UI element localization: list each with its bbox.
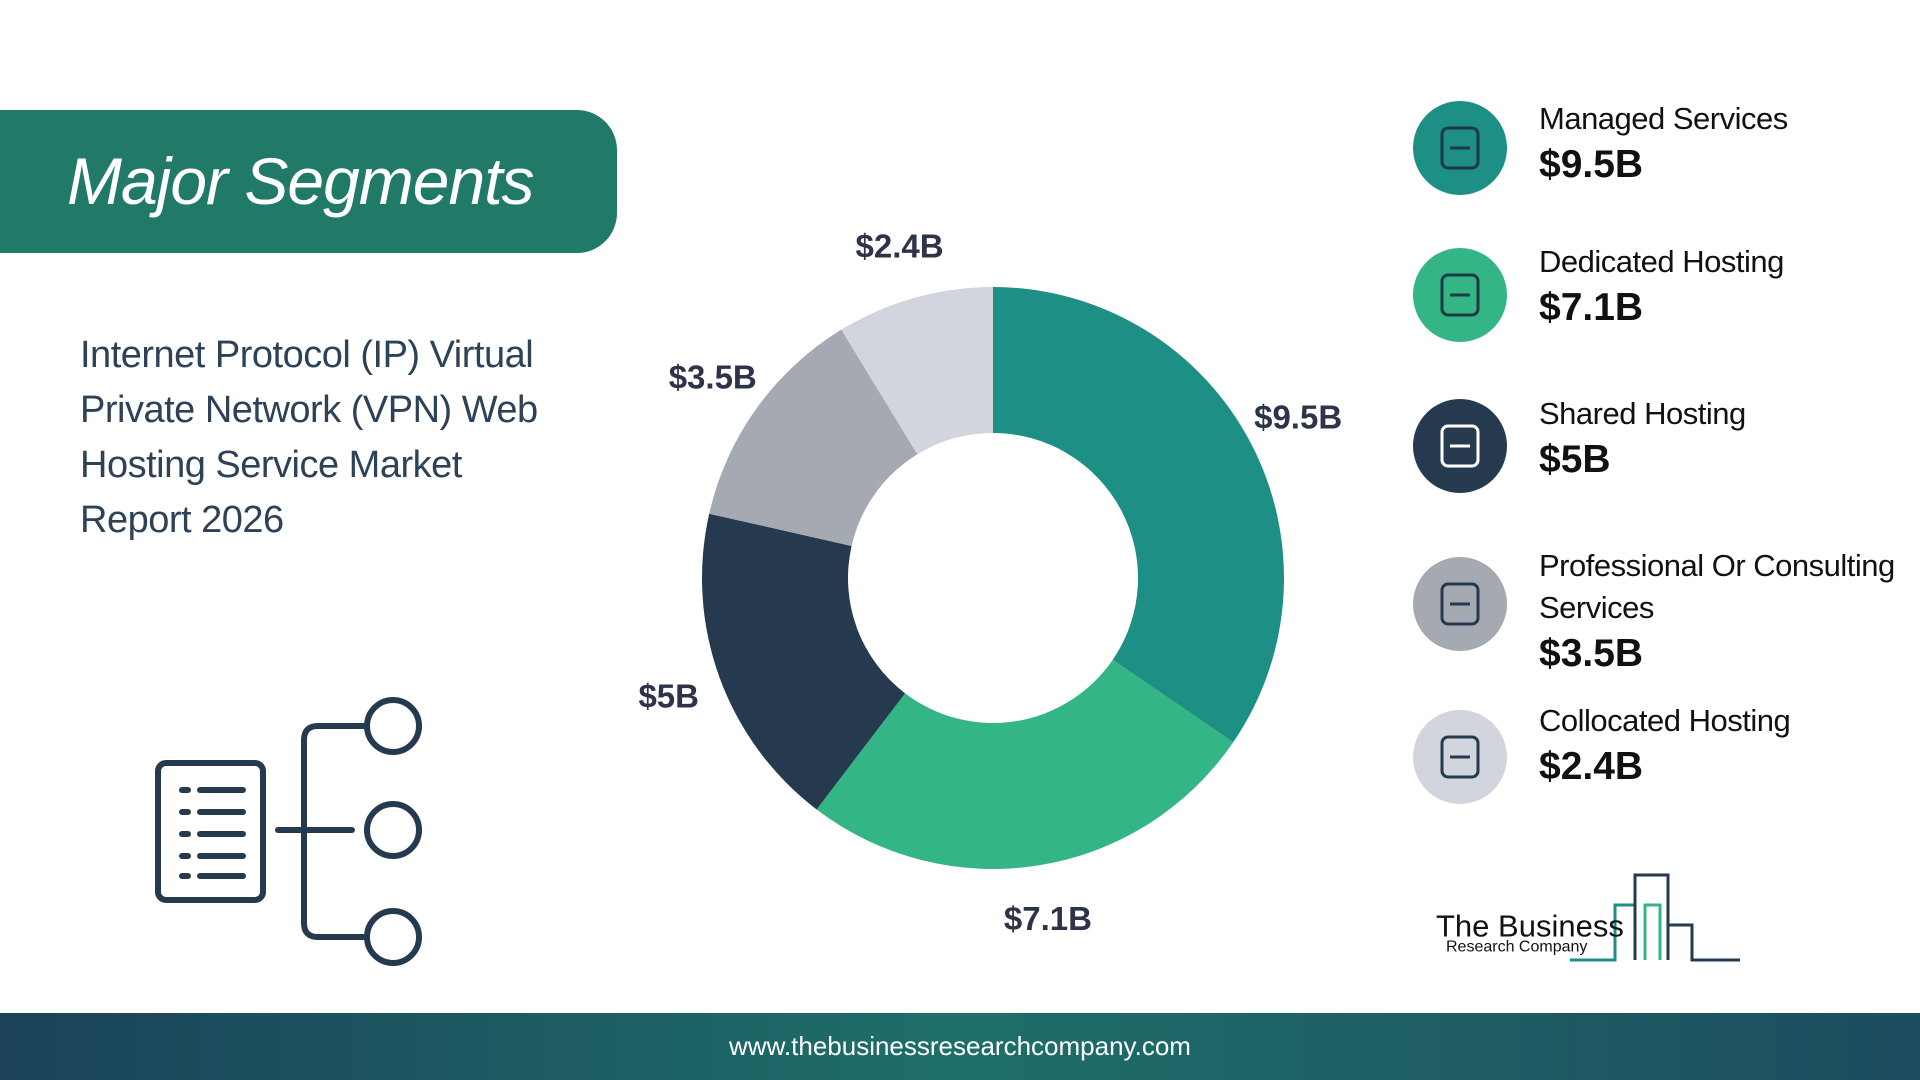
- legend-name: Collocated Hosting: [1539, 703, 1791, 738]
- legend-value: $5B: [1539, 438, 1611, 481]
- legend-icon: [1413, 710, 1507, 804]
- legend-icon: [1413, 399, 1507, 493]
- legend-item: Shared Hosting $5B: [1539, 393, 1914, 485]
- slice-label: $9.5B: [1254, 398, 1342, 435]
- legend-item: Collocated Hosting $2.4B: [1539, 700, 1914, 792]
- legend-value: $2.4B: [1539, 745, 1644, 788]
- legend-icon: [1413, 557, 1507, 651]
- footer: www.thebusinessresearchcompany.com: [0, 1013, 1920, 1080]
- slice-label: $3.5B: [669, 358, 757, 395]
- legend-value: $3.5B: [1539, 632, 1644, 675]
- donut-slice: [816, 659, 1234, 869]
- slice-label: $2.4B: [856, 227, 944, 264]
- title: Major Segments: [67, 144, 535, 218]
- legend-item: Dedicated Hosting $7.1B: [1539, 241, 1914, 333]
- legend-item: Professional Or Consulting Services $3.5B: [1539, 545, 1914, 679]
- legend-icon: [1413, 101, 1507, 195]
- title-banner: Major Segments: [0, 110, 617, 253]
- logo: The Business Research Company: [1436, 873, 1740, 962]
- donut-slice: [841, 287, 993, 455]
- logo-name: The Business: [1436, 909, 1624, 944]
- donut-slice: [709, 329, 918, 546]
- slice-label: $5B: [638, 677, 699, 714]
- icon-glyph: [1440, 273, 1480, 317]
- logo-tagline: Research Company: [1446, 939, 1587, 956]
- subtitle: Internet Protocol (IP) Virtual Private N…: [80, 334, 538, 541]
- slice-label: $7.1B: [1004, 900, 1092, 937]
- legend-name: Dedicated Hosting: [1539, 244, 1784, 279]
- footer-url: www.thebusinessresearchcompany.com: [729, 1031, 1191, 1061]
- chart: The Business Research Company $9.5B $7.1B…: [155, 101, 1740, 966]
- legend-icon: [1413, 248, 1507, 342]
- legend-item: Managed Services $9.5B: [1539, 98, 1914, 190]
- legend-value: $9.5B: [1539, 143, 1644, 186]
- tree-icon: [155, 697, 422, 966]
- icon-glyph: [1440, 424, 1480, 468]
- icon-glyph: [1440, 582, 1480, 626]
- legend-value: $7.1B: [1539, 286, 1644, 329]
- legend-name: Professional Or Consulting Services: [1539, 548, 1895, 625]
- legend-name: Shared Hosting: [1539, 396, 1746, 431]
- donut-slice: [993, 287, 1284, 743]
- donut-slice: [702, 513, 906, 810]
- icon-glyph: [1440, 126, 1480, 170]
- legend-name: Managed Services: [1539, 101, 1788, 136]
- icon-glyph: [1440, 735, 1480, 779]
